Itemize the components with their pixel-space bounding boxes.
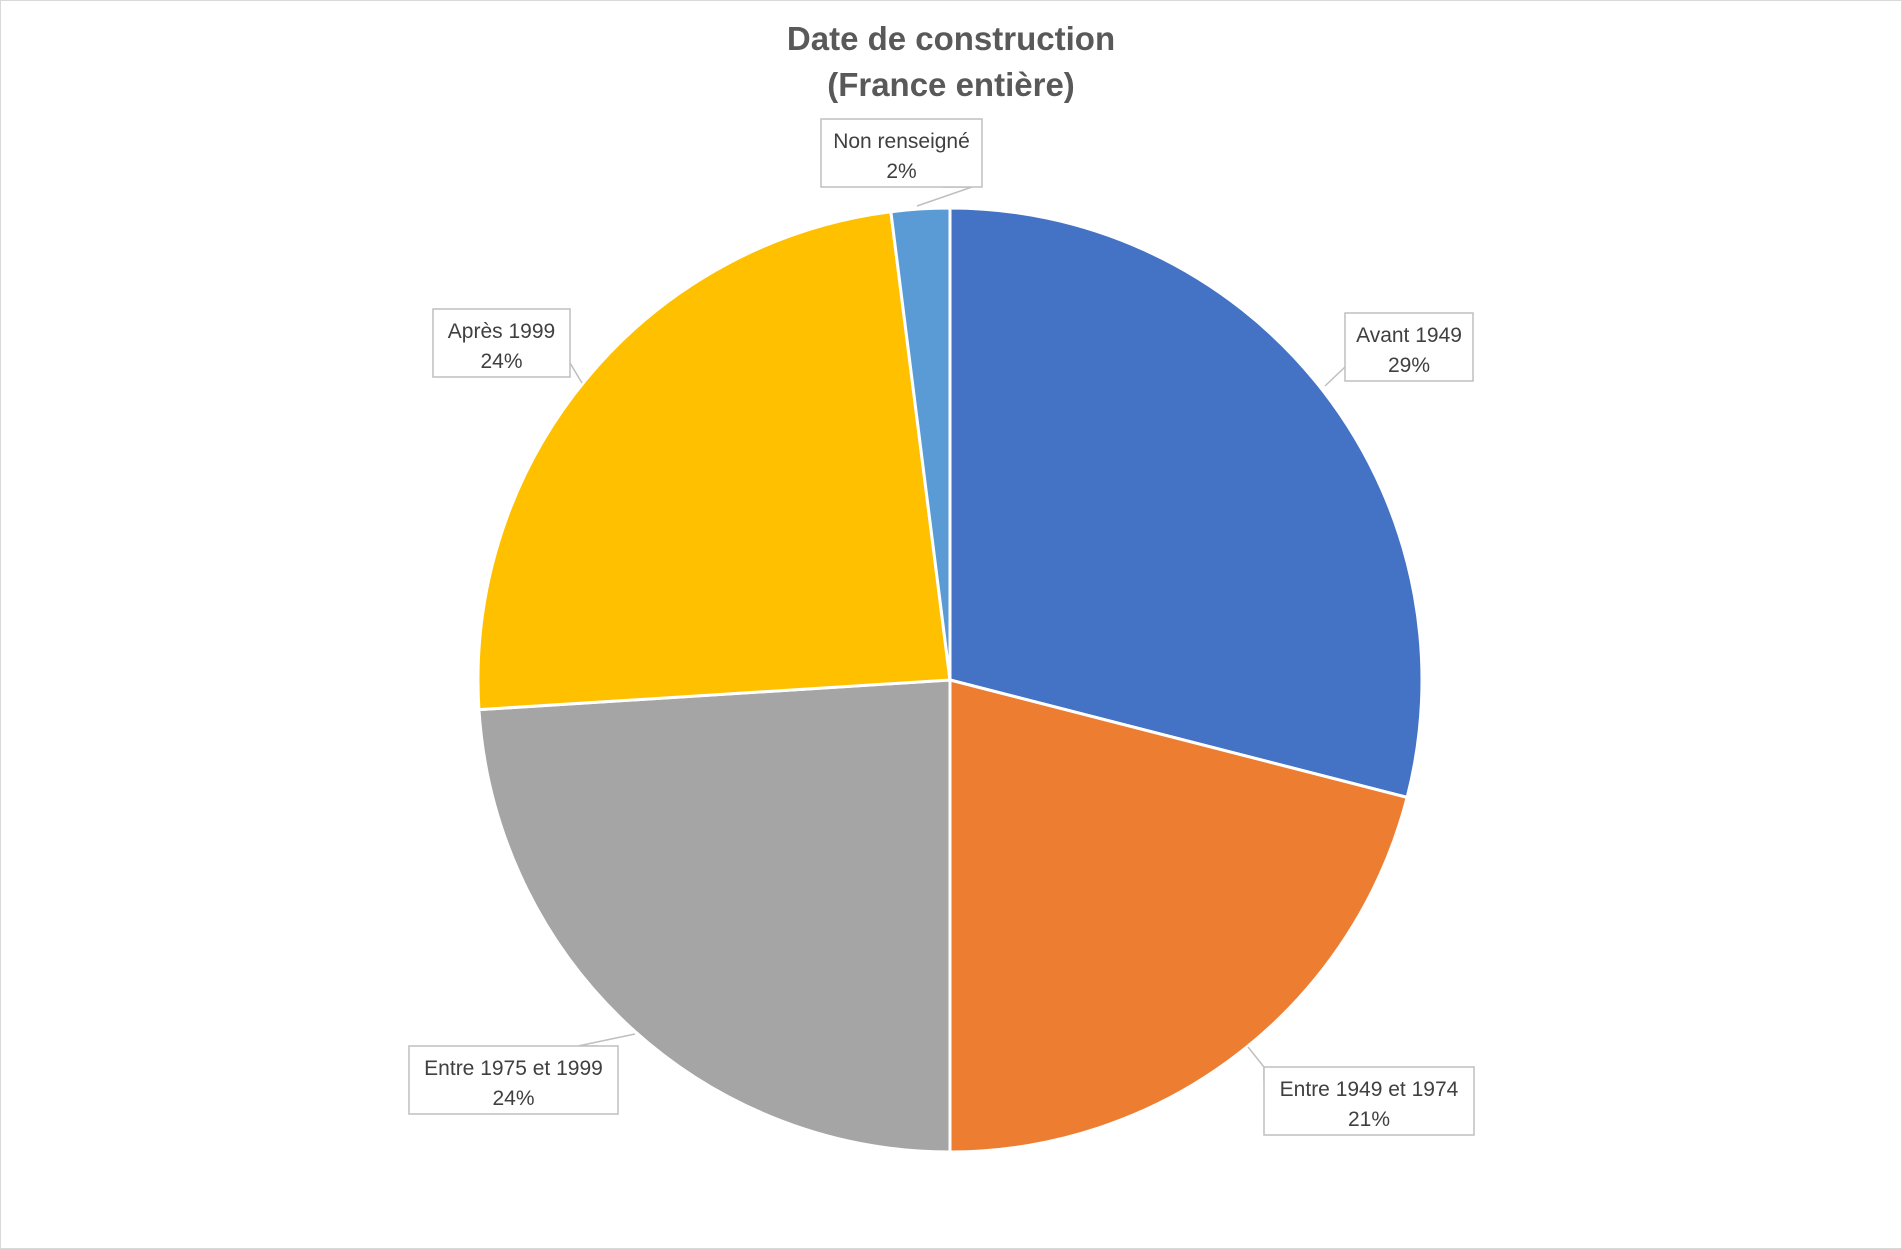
label-percent: 24% bbox=[480, 350, 522, 373]
label-box bbox=[1263, 1066, 1475, 1136]
label-box bbox=[1344, 312, 1474, 382]
label-category: Après 1999 bbox=[448, 320, 555, 343]
label-percent: 24% bbox=[492, 1087, 534, 1110]
pie-slices bbox=[476, 206, 1424, 1154]
pie-slice-5 bbox=[889, 206, 952, 681]
data-label-4: Après 1999 24% bbox=[432, 308, 583, 384]
label-box bbox=[432, 308, 571, 378]
data-label-1: Avant 1949 29% bbox=[1324, 312, 1474, 387]
label-leader-line bbox=[1247, 1046, 1265, 1081]
label-percent: 29% bbox=[1388, 354, 1430, 377]
pie-slice-3 bbox=[477, 678, 952, 1154]
data-label-5: Non renseigné 2% bbox=[820, 118, 983, 207]
chart-title-line1: Date de construction bbox=[786, 20, 1116, 57]
data-label-3: Entre 1975 et 1999 24% bbox=[408, 1033, 636, 1115]
pie-slice-4 bbox=[476, 210, 952, 712]
chart-subtitle: (France entière) bbox=[827, 66, 1075, 103]
chart-title: Date de construction (France entière) bbox=[0, 16, 1902, 108]
label-percent: 21% bbox=[1348, 1108, 1390, 1131]
pie-slice-2 bbox=[948, 678, 1409, 1154]
label-category: Non renseigné bbox=[833, 130, 970, 153]
data-label-2: Entre 1949 et 1974 21% bbox=[1247, 1046, 1475, 1136]
label-box bbox=[820, 118, 983, 188]
label-category: Avant 1949 bbox=[1356, 324, 1462, 347]
label-leader-line bbox=[577, 1033, 636, 1047]
label-box bbox=[408, 1045, 619, 1115]
label-category: Entre 1949 et 1974 bbox=[1280, 1078, 1459, 1101]
label-leader-line bbox=[916, 186, 973, 207]
label-percent: 2% bbox=[886, 160, 916, 183]
label-category: Entre 1975 et 1999 bbox=[424, 1057, 603, 1080]
pie-slice-1 bbox=[948, 206, 1424, 800]
